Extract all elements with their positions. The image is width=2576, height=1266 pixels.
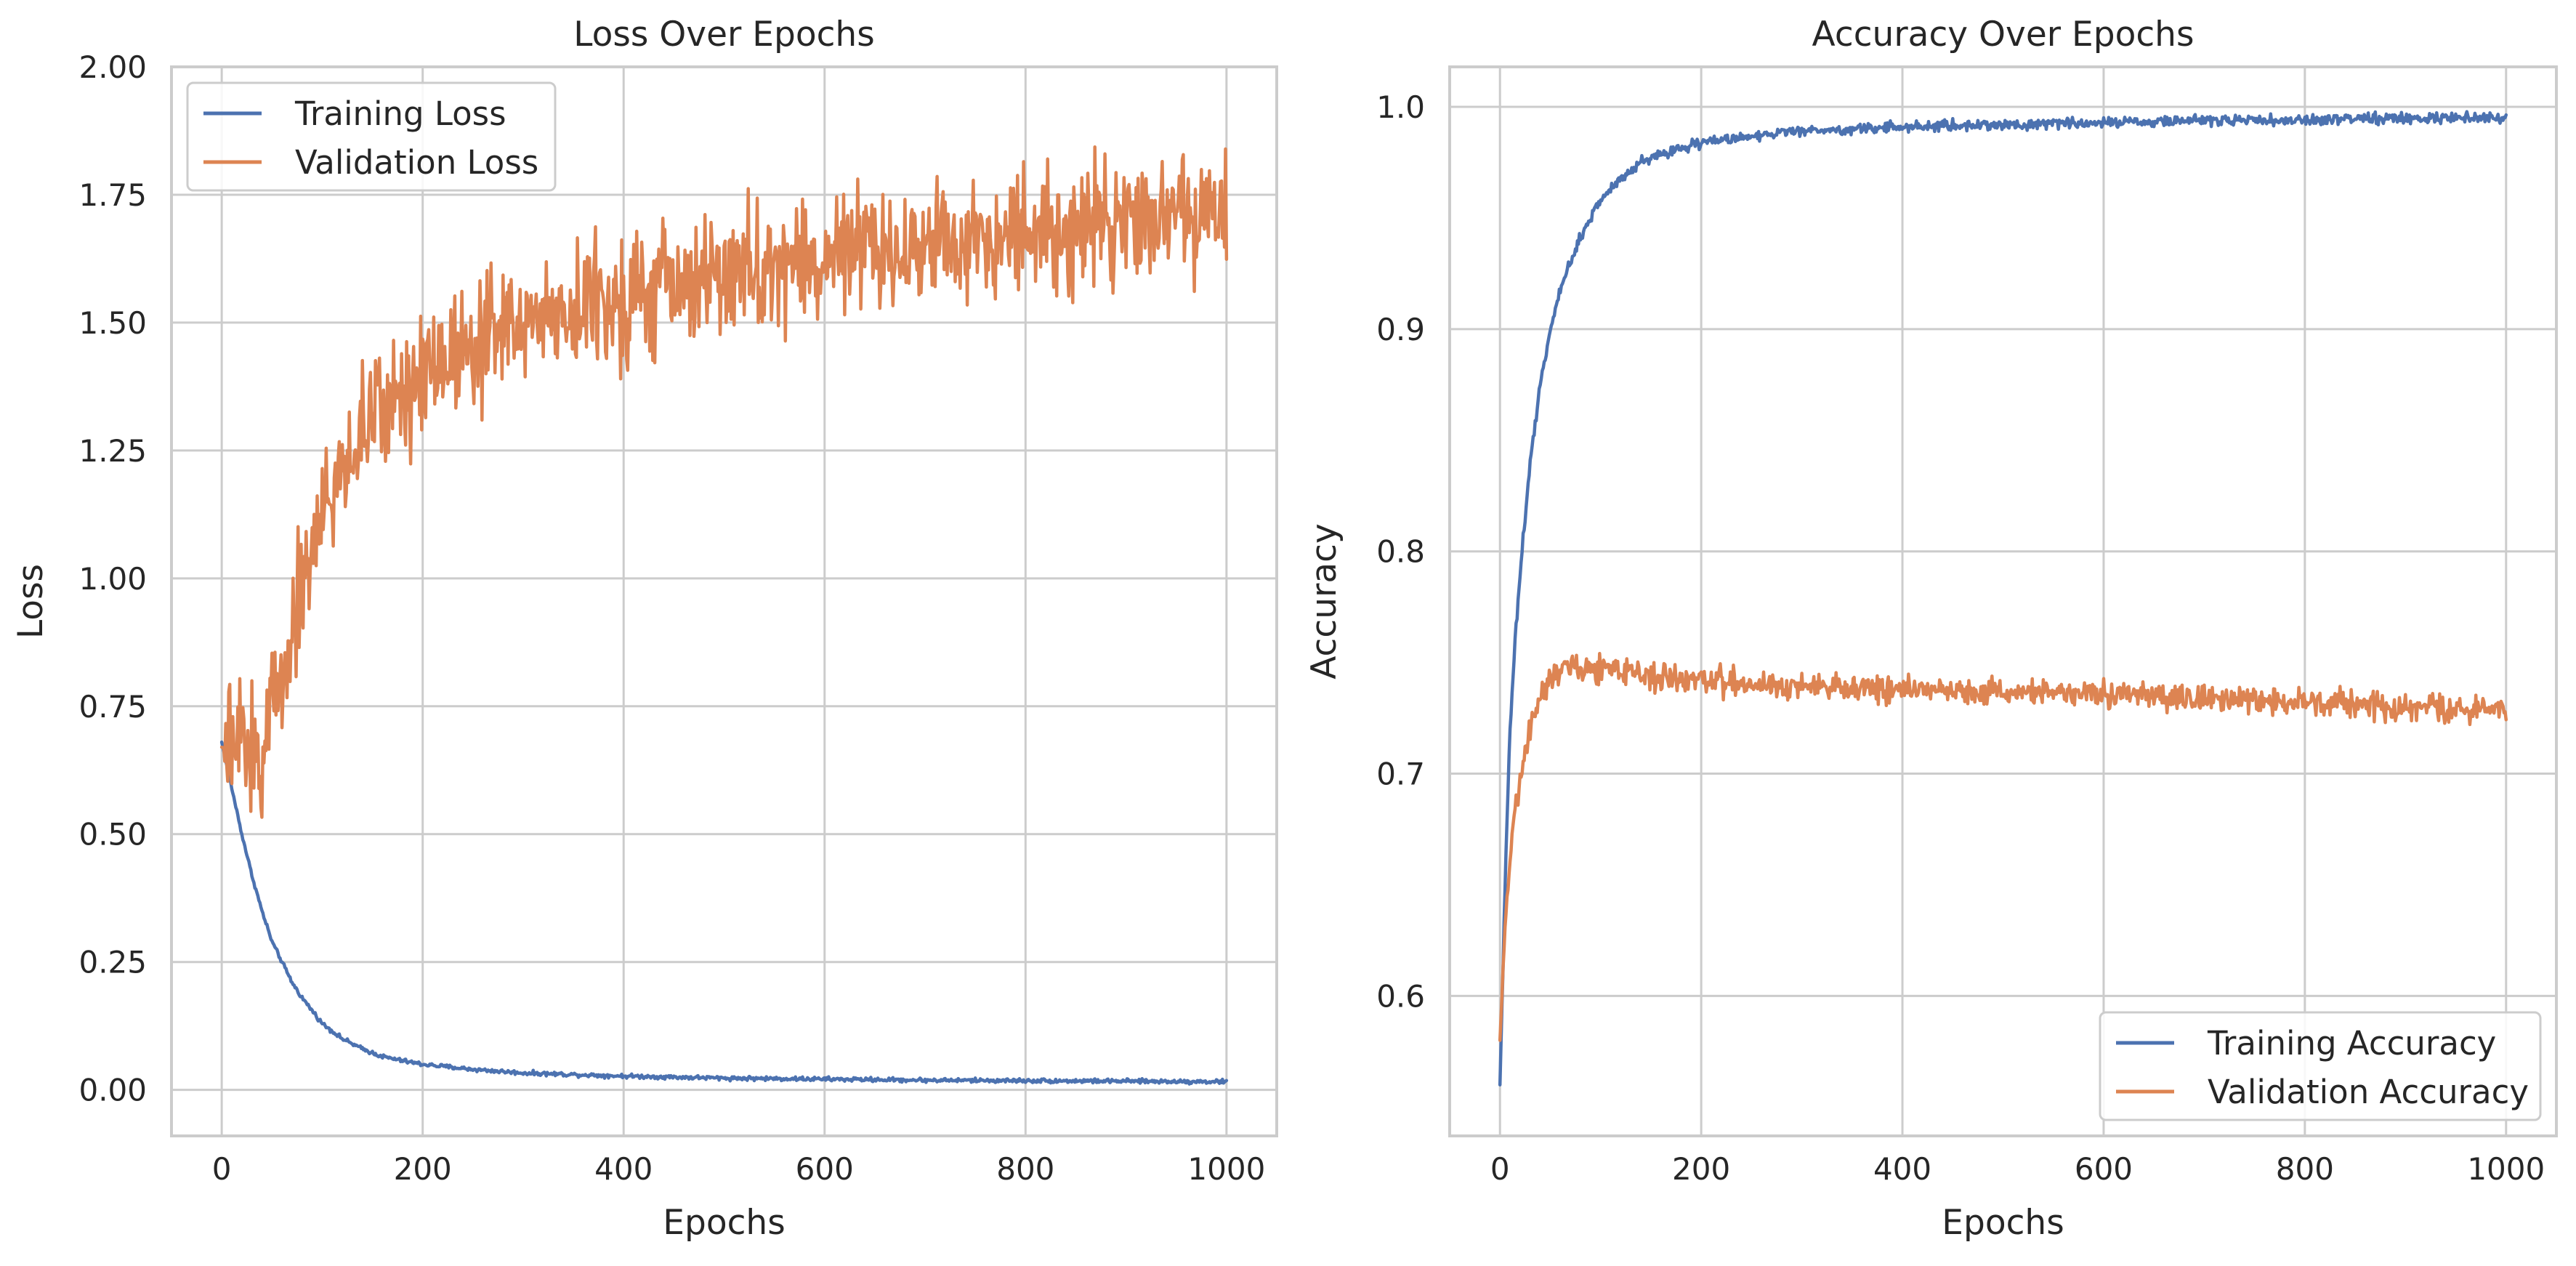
loss-plot-frame <box>170 65 1278 1137</box>
loss-legend: Training Loss Validation Loss <box>186 81 557 192</box>
loss-y-axis-label: Loss <box>11 564 51 639</box>
loss-y-tick-label: 1.75 <box>78 177 147 213</box>
loss-x-tick-label: 200 <box>394 1151 452 1187</box>
loss-y-tick-label: 0.50 <box>78 817 147 852</box>
loss-x-axis-label: Epochs <box>663 1203 785 1243</box>
legend-label-validation-accuracy: Validation Accuracy <box>2208 1073 2529 1111</box>
accuracy-y-tick-label: 0.7 <box>1376 757 1425 792</box>
accuracy-y-ticks: 0.6 0.7 0.8 0.9 1.0 <box>1376 89 1425 1014</box>
accuracy-x-ticks: 0 200 400 600 800 1000 <box>1490 1151 2545 1187</box>
accuracy-x-tick-label: 200 <box>1672 1151 1730 1187</box>
accuracy-x-tick-label: 400 <box>1873 1151 1931 1187</box>
loss-x-tick-label: 600 <box>796 1151 854 1187</box>
accuracy-grid <box>1450 67 2556 1136</box>
loss-x-ticks: 0 200 400 600 800 1000 <box>212 1151 1266 1187</box>
loss-chart: 0 200 400 600 800 1000 0.00 0.25 0.50 0.75 1.00 1.… <box>11 15 1278 1243</box>
accuracy-y-tick-label: 1.0 <box>1376 89 1425 125</box>
accuracy-legend-box <box>2099 1011 2542 1121</box>
loss-y-ticks: 0.00 0.25 0.50 0.75 1.00 1.25 1.50 1.75 2.00 <box>78 49 147 1108</box>
loss-x-tick-label: 400 <box>594 1151 653 1187</box>
loss-x-tick-label: 0 <box>212 1151 232 1187</box>
accuracy-x-tick-label: 600 <box>2075 1151 2133 1187</box>
loss-legend-box <box>186 81 557 192</box>
accuracy-x-axis-label: Epochs <box>1942 1203 2064 1243</box>
loss-x-tick-label: 800 <box>996 1151 1054 1187</box>
loss-x-tick-label: 1000 <box>1187 1151 1265 1187</box>
accuracy-x-tick-label: 800 <box>2276 1151 2334 1187</box>
loss-y-tick-label: 1.25 <box>78 433 147 469</box>
accuracy-y-tick-label: 0.6 <box>1376 978 1425 1014</box>
accuracy-chart: 0 200 400 600 800 1000 0.6 0.7 0.8 0.9 1.0 Accura… <box>1304 15 2558 1243</box>
accuracy-y-tick-label: 0.8 <box>1376 534 1425 570</box>
loss-y-tick-label: 2.00 <box>78 49 147 85</box>
accuracy-legend: Training Accuracy Validation Accuracy <box>2099 1011 2542 1121</box>
loss-chart-title: Loss Over Epochs <box>573 15 874 55</box>
loss-y-tick-label: 0.75 <box>78 689 147 725</box>
loss-y-tick-label: 1.00 <box>78 561 147 597</box>
loss-y-tick-label: 0.25 <box>78 945 147 980</box>
series-line-training-loss <box>219 740 1229 1086</box>
accuracy-chart-title: Accuracy Over Epochs <box>1812 15 2195 55</box>
series-line-validation-accuracy <box>1498 652 2508 1042</box>
accuracy-y-axis-label: Accuracy <box>1304 523 1344 680</box>
loss-y-tick-label: 1.50 <box>78 305 147 341</box>
accuracy-x-tick-label: 0 <box>1490 1151 1510 1187</box>
series-line-training-accuracy <box>1498 110 2508 1086</box>
legend-label-training-accuracy: Training Accuracy <box>2207 1024 2496 1063</box>
loss-y-tick-label: 0.00 <box>78 1073 147 1108</box>
legend-label-validation-loss: Validation Loss <box>295 143 538 182</box>
accuracy-series <box>1498 110 2508 1086</box>
accuracy-plot-frame <box>1448 65 2558 1137</box>
accuracy-y-tick-label: 0.9 <box>1376 312 1425 347</box>
accuracy-x-tick-label: 1000 <box>2467 1151 2545 1187</box>
loss-series <box>219 145 1229 1086</box>
series-line-validation-loss <box>219 145 1229 819</box>
legend-label-training-loss: Training Loss <box>294 94 506 133</box>
